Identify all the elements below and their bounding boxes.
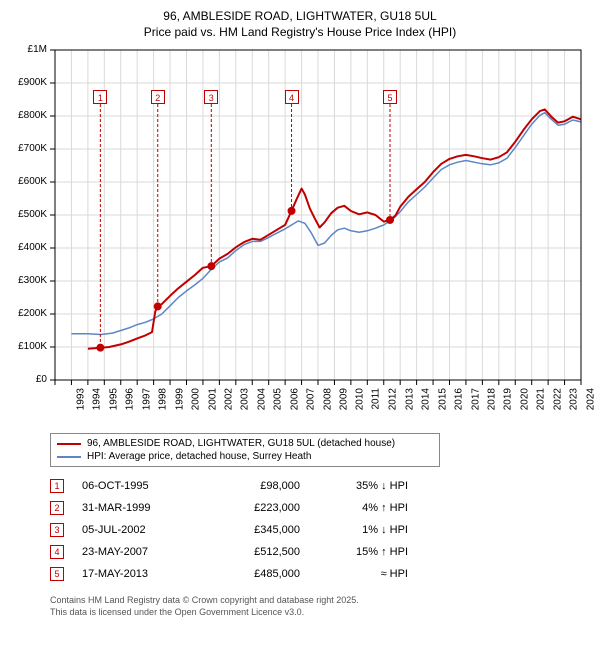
y-tick-label: £300K <box>18 275 47 286</box>
cell-diff: ≈ HPI <box>318 568 408 580</box>
row-marker: 5 <box>50 567 64 581</box>
legend-row: 96, AMBLESIDE ROAD, LIGHTWATER, GU18 5UL… <box>57 437 433 450</box>
y-tick-label: £200K <box>18 308 47 319</box>
footnote-line-1: Contains HM Land Registry data © Crown c… <box>50 595 590 607</box>
x-tick-label: 2019 <box>503 388 514 410</box>
row-marker: 3 <box>50 523 64 537</box>
x-tick-label: 1993 <box>75 388 86 410</box>
x-tick-label: 2005 <box>273 388 284 410</box>
table-row: 1 06-OCT-1995 £98,000 35% ↓ HPI <box>50 475 590 497</box>
x-tick-label: 1997 <box>141 388 152 410</box>
cell-date: 17-MAY-2013 <box>82 568 192 580</box>
x-tick-label: 2024 <box>585 388 596 410</box>
table-row: 3 05-JUL-2002 £345,000 1% ↓ HPI <box>50 519 590 541</box>
x-tick-label: 2008 <box>322 388 333 410</box>
cell-price: £223,000 <box>210 502 300 514</box>
x-tick-label: 2007 <box>305 388 316 410</box>
sales-table: 1 06-OCT-1995 £98,000 35% ↓ HPI 2 31-MAR-1999… <box>50 475 590 585</box>
x-tick-label: 2006 <box>289 388 300 410</box>
x-tick-label: 2017 <box>470 388 481 410</box>
cell-diff: 1% ↓ HPI <box>318 524 408 536</box>
cell-date: 06-OCT-1995 <box>82 480 192 492</box>
x-tick-label: 2023 <box>568 388 579 410</box>
footnote: Contains HM Land Registry data © Crown c… <box>50 595 590 618</box>
cell-date: 31-MAR-1999 <box>82 502 192 514</box>
x-tick-label: 2000 <box>190 388 201 410</box>
x-tick-label: 2009 <box>338 388 349 410</box>
x-tick-label: 2012 <box>388 388 399 410</box>
chart-marker-5: 5 <box>383 90 397 104</box>
x-tick-label: 1996 <box>125 388 136 410</box>
x-tick-label: 2002 <box>223 388 234 410</box>
table-row: 4 23-MAY-2007 £512,500 15% ↑ HPI <box>50 541 590 563</box>
x-tick-label: 1994 <box>92 388 103 410</box>
x-tick-label: 1998 <box>157 388 168 410</box>
legend-label: HPI: Average price, detached house, Surr… <box>87 451 311 462</box>
legend-row: HPI: Average price, detached house, Surr… <box>57 450 433 463</box>
x-tick-label: 2013 <box>404 388 415 410</box>
cell-date: 05-JUL-2002 <box>82 524 192 536</box>
y-tick-label: £700K <box>18 143 47 154</box>
chart-marker-2: 2 <box>151 90 165 104</box>
y-tick-label: £500K <box>18 209 47 220</box>
y-tick-label: £400K <box>18 242 47 253</box>
legend-swatch <box>57 456 81 458</box>
cell-price: £485,000 <box>210 568 300 580</box>
x-tick-label: 1995 <box>108 388 119 410</box>
y-tick-label: £800K <box>18 110 47 121</box>
cell-price: £345,000 <box>210 524 300 536</box>
cell-price: £98,000 <box>210 480 300 492</box>
chart-marker-3: 3 <box>204 90 218 104</box>
x-tick-label: 2010 <box>355 388 366 410</box>
chart-marker-4: 4 <box>285 90 299 104</box>
x-tick-label: 2022 <box>552 388 563 410</box>
chart-container: 96, AMBLESIDE ROAD, LIGHTWATER, GU18 5UL… <box>0 0 600 650</box>
x-tick-label: 2011 <box>370 388 381 410</box>
table-row: 5 17-MAY-2013 £485,000 ≈ HPI <box>50 563 590 585</box>
x-tick-label: 2018 <box>486 388 497 410</box>
x-tick-label: 2021 <box>536 388 547 410</box>
row-marker: 1 <box>50 479 64 493</box>
row-marker: 4 <box>50 545 64 559</box>
legend: 96, AMBLESIDE ROAD, LIGHTWATER, GU18 5UL… <box>50 433 440 467</box>
title-line-2: Price paid vs. HM Land Registry's House … <box>10 24 590 40</box>
legend-swatch <box>57 443 81 445</box>
y-tick-label: £600K <box>18 176 47 187</box>
row-marker: 2 <box>50 501 64 515</box>
x-tick-label: 2016 <box>453 388 464 410</box>
title-line-1: 96, AMBLESIDE ROAD, LIGHTWATER, GU18 5UL <box>10 8 590 24</box>
cell-date: 23-MAY-2007 <box>82 546 192 558</box>
legend-label: 96, AMBLESIDE ROAD, LIGHTWATER, GU18 5UL… <box>87 438 395 449</box>
cell-diff: 35% ↓ HPI <box>318 480 408 492</box>
y-tick-label: £1M <box>28 44 47 55</box>
x-tick-label: 2001 <box>207 388 218 410</box>
footnote-line-2: This data is licensed under the Open Gov… <box>50 607 590 619</box>
x-tick-label: 2003 <box>240 388 251 410</box>
y-tick-label: £100K <box>18 341 47 352</box>
chart-title: 96, AMBLESIDE ROAD, LIGHTWATER, GU18 5UL… <box>10 8 590 40</box>
table-row: 2 31-MAR-1999 £223,000 4% ↑ HPI <box>50 497 590 519</box>
cell-diff: 15% ↑ HPI <box>318 546 408 558</box>
y-tick-label: £0 <box>36 374 47 385</box>
chart-marker-1: 1 <box>93 90 107 104</box>
y-tick-label: £900K <box>18 77 47 88</box>
cell-price: £512,500 <box>210 546 300 558</box>
chart-area: £0 £100K £200K £300K £400K £500K £600K £700K £80… <box>10 44 590 429</box>
x-tick-label: 2015 <box>437 388 448 410</box>
x-tick-label: 2004 <box>256 388 267 410</box>
x-tick-label: 2014 <box>420 388 431 410</box>
x-tick-label: 1999 <box>174 388 185 410</box>
x-tick-label: 2020 <box>519 388 530 410</box>
cell-diff: 4% ↑ HPI <box>318 502 408 514</box>
